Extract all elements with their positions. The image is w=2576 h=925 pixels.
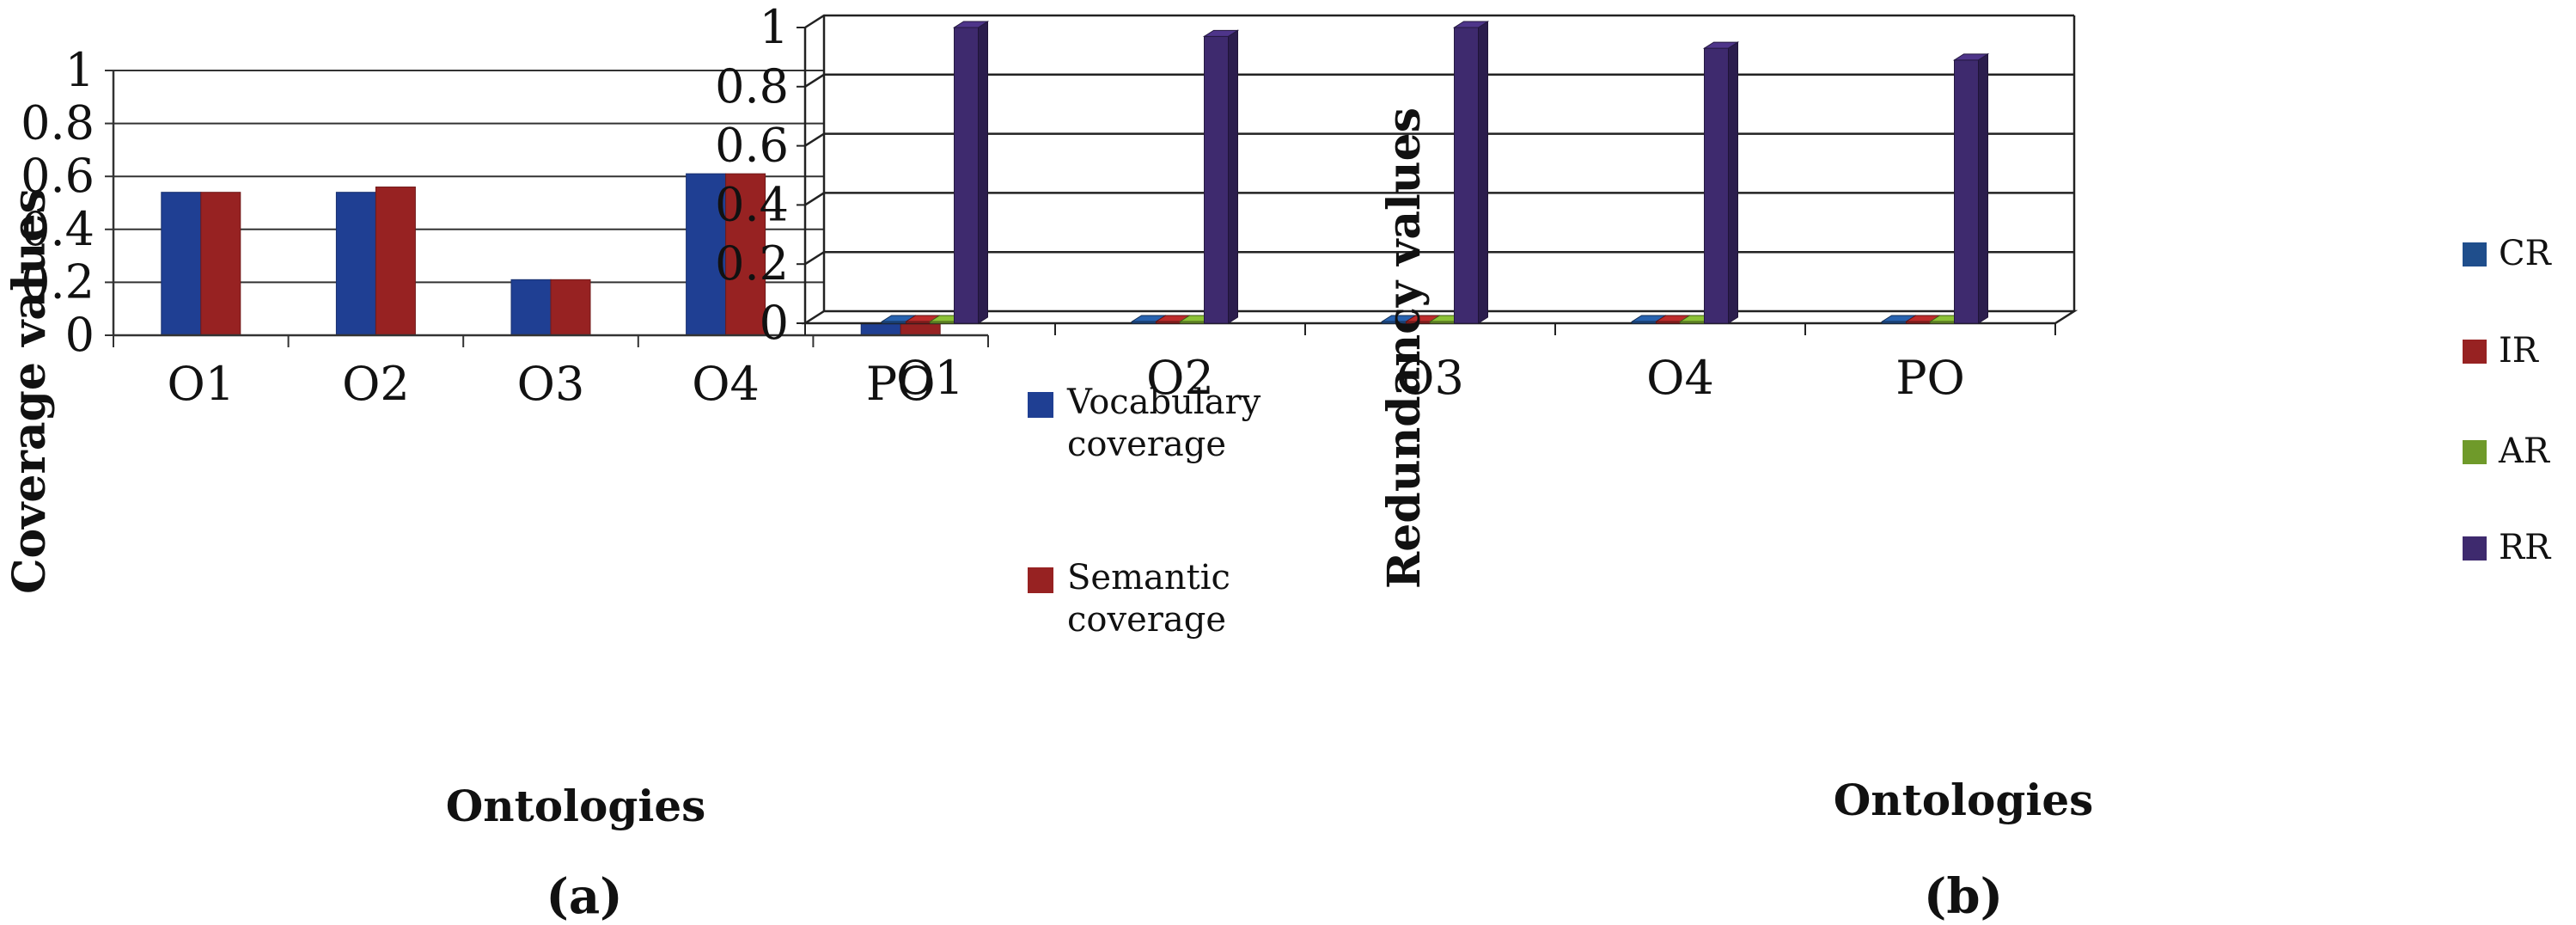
x-tick-label-o3: O3 [517, 357, 585, 411]
panel-a-y-tick-labels: 00.20.40.60.81 [21, 43, 95, 362]
y-tick-label: 0.4 [715, 177, 789, 231]
legend-label-cr: CR [2499, 234, 2553, 273]
panel-b-bars [880, 21, 1990, 324]
bar-vocabulary-coverage-o3 [510, 279, 552, 336]
x-tick-label-o2: O2 [342, 357, 410, 411]
bar-rr-o2 [1202, 29, 1240, 324]
bar-semantic-coverage-o1 [200, 192, 241, 336]
x-tick-label-po: PO [1895, 351, 1965, 405]
y-tick-label: 0.6 [715, 119, 789, 173]
panel-b: 00.20.40.6 0.81 O1 O2 O3 O4 PO Redundancy val… [715, 0, 2552, 925]
bar-vocabulary-coverage-o4 [686, 173, 727, 336]
x-tick-label-o3: O3 [1396, 351, 1464, 405]
y-tick-label: 0 [760, 296, 789, 350]
panel-a-caption: (a) [546, 868, 622, 925]
legend-label-rr: RR [2499, 528, 2552, 567]
panel-a-legend: Vocabulary coverage Semantic coverage [1028, 383, 1261, 640]
x-tick-label-o1: O1 [896, 351, 964, 405]
x-tick-label-po: PO [866, 357, 936, 411]
y-tick-label: 0.4 [21, 202, 95, 256]
bar-vocabulary-coverage-o1 [161, 192, 202, 336]
panel-a-x-tick-labels: O1 O2 O3 O4 PO [167, 357, 935, 411]
legend-label-vocabulary-coverage-line2: coverage [1067, 425, 1226, 464]
bar-vocabulary-coverage-o2 [335, 192, 376, 336]
legend-label-semantic-coverage-line1: Semantic [1067, 558, 1230, 597]
x-tick-label-o2: O2 [1146, 351, 1214, 405]
legend-swatch-cr [2463, 242, 2487, 266]
panel-b-x-axis-title: Ontologies [1834, 775, 2094, 825]
legend-swatch-ir [2463, 340, 2487, 364]
x-tick-label-o4: O4 [1646, 351, 1714, 405]
legend-swatch-rr [2463, 536, 2487, 561]
panel-b-x-tick-labels: O1 O2 O3 O4 PO [896, 351, 1965, 405]
y-tick-label: 0.6 [21, 149, 95, 203]
legend-label-semantic-coverage-line2: coverage [1067, 600, 1226, 640]
x-tick-label-o1: O1 [167, 357, 235, 411]
y-tick-label: 0.2 [715, 236, 789, 291]
x-tick-label-o4: O4 [692, 357, 760, 411]
bar-rr-po [1952, 52, 1990, 324]
panel-b-caption: (b) [1924, 868, 2003, 925]
bar-rr-o4 [1702, 41, 1740, 324]
panel-a-axes [105, 70, 989, 347]
panel-a-y-axis-title: Coverage values [3, 188, 56, 594]
legend-label-vocabulary-coverage-line1: Vocabulary [1066, 383, 1261, 422]
panel-b-axes [797, 15, 2076, 335]
bar-rr-o3 [1452, 21, 1490, 324]
panel-b-legend: CR IR AR RR [2463, 234, 2553, 567]
bar-semantic-coverage-o4 [725, 173, 766, 336]
panel-b-y-tick-labels: 00.20.40.6 0.81 [715, 0, 789, 350]
y-tick-label: 0.8 [715, 59, 789, 113]
y-tick-label: 1 [760, 0, 789, 54]
bar-rr-o1 [952, 21, 990, 324]
legend-swatch-semantic-coverage [1028, 567, 1053, 593]
y-tick-label: 0.2 [21, 254, 95, 309]
bar-semantic-coverage-o3 [550, 279, 591, 336]
y-tick-label: 0 [65, 308, 95, 362]
panel-b-y-axis-title: Redundancy values [1378, 107, 1431, 589]
y-tick-label: 1 [65, 43, 95, 97]
legend-label-ir: IR [2499, 331, 2540, 371]
bar-semantic-coverage-o2 [375, 187, 416, 336]
panel-a-x-axis-title: Ontologies [446, 781, 706, 831]
panel-b-walls [801, 15, 2079, 325]
legend-swatch-ar [2463, 440, 2487, 464]
back-wall [824, 15, 2074, 311]
y-tick-label: 0.8 [21, 96, 95, 150]
legend-swatch-vocabulary-coverage [1028, 392, 1053, 418]
legend-label-ar: AR [2498, 432, 2551, 471]
